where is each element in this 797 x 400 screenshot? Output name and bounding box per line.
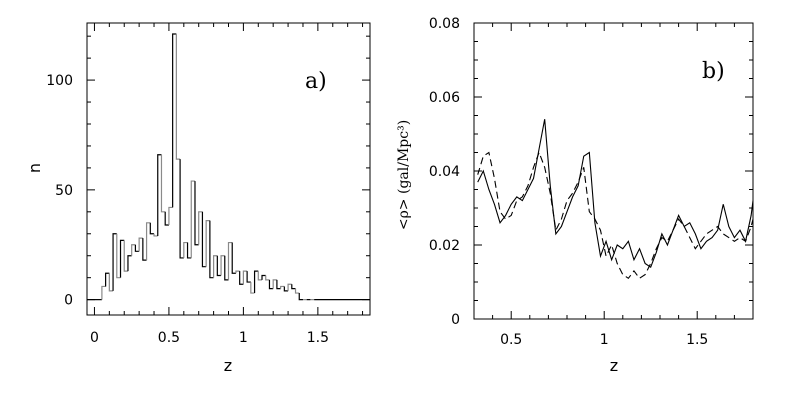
histogram-bin xyxy=(283,286,289,292)
panel-b-ticks xyxy=(474,23,754,319)
histogram-bin xyxy=(164,211,169,226)
panel-a-ytick-label: 50 xyxy=(55,183,73,199)
histogram-bin xyxy=(160,154,166,213)
panel-a-xlabel: z xyxy=(224,356,232,375)
histogram-bin xyxy=(280,285,285,289)
histogram-bin xyxy=(291,284,296,290)
histogram-bin xyxy=(268,279,274,290)
panel-a-ytick-label: 100 xyxy=(46,73,73,89)
dashed-series-line xyxy=(477,150,754,280)
panel-b-xtick-label: 1.5 xyxy=(686,332,708,348)
histogram-bin xyxy=(116,233,121,279)
panel-a-ytick-label: 0 xyxy=(64,293,73,309)
histogram-bin xyxy=(265,275,270,281)
histogram-bin xyxy=(131,244,136,256)
histogram-bin xyxy=(246,271,251,283)
panel-a-tick-labels: 0 0.5 1 1.5 0 50 100 xyxy=(46,73,329,346)
histogram-bin xyxy=(175,33,181,160)
panel-a-label: a) xyxy=(305,69,327,94)
panel-b: 0.5 1 1.5 0 0.02 0.04 0.06 0.08 b) z <ρ> (gal/M… xyxy=(396,16,754,375)
panel-b-tick-labels: 0.5 1 1.5 0 0.02 0.04 0.06 0.08 xyxy=(429,16,709,348)
histogram-bin xyxy=(216,255,222,277)
histogram-bin xyxy=(227,241,233,280)
panel-b-ytick-label: 0.04 xyxy=(429,164,460,180)
histogram-bin xyxy=(231,242,236,274)
histogram-bin xyxy=(127,255,132,272)
histogram-bin xyxy=(157,154,162,236)
histogram-bin xyxy=(294,288,300,294)
histogram-bin xyxy=(149,222,155,235)
panel-b-xtick-label: 1 xyxy=(600,332,609,348)
histogram-bin xyxy=(239,271,244,285)
histogram-bin xyxy=(201,211,207,268)
histogram-bin xyxy=(105,272,110,287)
panel-b-xtick-label: 0.5 xyxy=(500,332,522,348)
histogram-bin xyxy=(194,181,199,246)
histogram-bin xyxy=(220,255,225,276)
histogram-bin xyxy=(257,271,263,281)
histogram-bin xyxy=(235,270,240,274)
histogram-bin xyxy=(272,279,277,289)
histogram-bin xyxy=(145,222,151,261)
histogram-bin xyxy=(172,33,177,208)
panel-b-lines xyxy=(477,119,754,280)
histogram-bin xyxy=(142,238,147,261)
histogram-bin xyxy=(134,244,140,252)
panel-a-xtick-label: 1.5 xyxy=(307,330,329,346)
histogram-bin xyxy=(287,283,292,291)
histogram-bin xyxy=(198,211,203,245)
histogram-bin xyxy=(298,293,303,301)
panel-a-ticks xyxy=(87,23,370,315)
histogram-bin xyxy=(179,159,184,259)
panel-a-xtick-label: 0 xyxy=(90,330,99,346)
histogram-bin xyxy=(101,285,106,300)
panel-b-ytick-label: 0.06 xyxy=(429,90,460,106)
panel-a-xtick-label: 0.5 xyxy=(158,330,180,346)
histogram-bin xyxy=(190,180,195,258)
panel-b-ytick-label: 0 xyxy=(451,312,460,328)
panel-b-ylabel: <ρ> (gal/Mpc³) xyxy=(396,120,412,230)
histogram-bin xyxy=(183,241,188,258)
histogram-bin xyxy=(108,273,114,292)
histogram-bin xyxy=(205,219,210,267)
histogram-bin xyxy=(224,255,229,281)
histogram-bin xyxy=(186,242,192,259)
histogram-bin xyxy=(123,240,128,272)
panel-a-xtick-label: 1 xyxy=(239,330,248,346)
histogram-bin xyxy=(242,270,248,285)
panel-a-ylabel: n xyxy=(25,163,44,173)
histogram-bin xyxy=(119,239,125,278)
histogram-bin xyxy=(213,255,218,278)
panel-b-ytick-label: 0.02 xyxy=(429,238,460,254)
histogram-bin xyxy=(209,220,214,279)
panel-b-label: b) xyxy=(702,59,725,84)
panel-a: 0 0.5 1 1.5 0 50 100 a) z n xyxy=(25,22,371,375)
histogram-bin xyxy=(253,270,259,294)
histogram-bin xyxy=(261,274,266,280)
panel-b-ytick-label: 0.08 xyxy=(429,16,460,32)
histogram-bin xyxy=(276,279,281,290)
solid-series-line xyxy=(477,119,754,269)
panel-a-histogram xyxy=(87,33,370,301)
panel-b-xlabel: z xyxy=(610,356,618,375)
histogram-bin xyxy=(250,282,255,294)
histogram-bin xyxy=(112,233,117,291)
histogram-bin xyxy=(153,233,158,237)
histogram-bin xyxy=(138,237,143,252)
histogram-bin xyxy=(168,206,173,225)
